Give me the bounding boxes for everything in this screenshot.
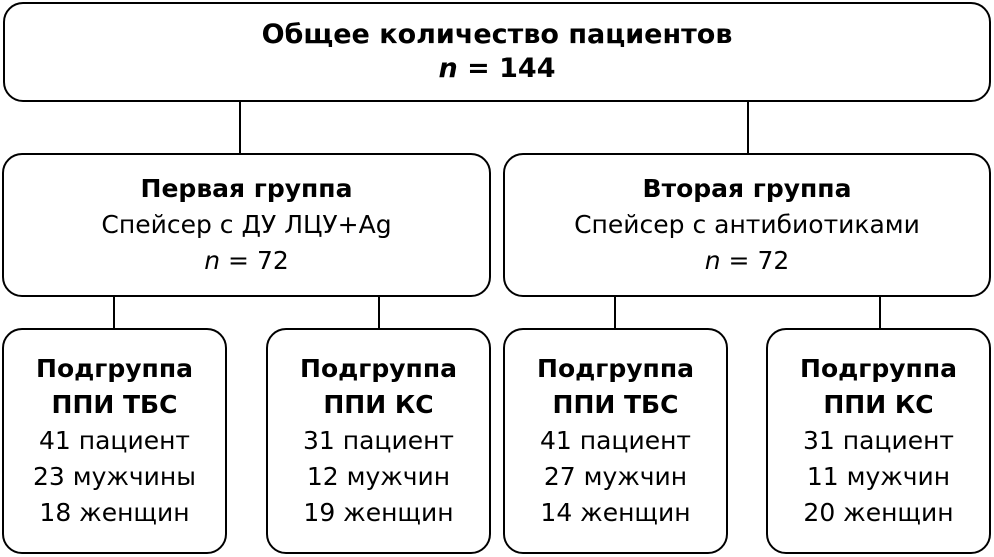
connector [614, 296, 616, 329]
subgroup-box: Подгруппа ППИ КС 31 пациент 12 мужчин 19… [266, 328, 491, 554]
group-2-box: Вторая группа Спейсер с антибиотиками n … [503, 153, 991, 297]
women-count: 18 женщин [39, 498, 190, 527]
group-n: n = 72 [704, 246, 790, 275]
connector [239, 101, 241, 154]
group-n: n = 72 [204, 246, 289, 275]
group-1-box: Первая группа Спейсер с ДУ ЛЦУ+Ag n = 72 [2, 153, 491, 297]
men-count: 23 мужчины [32, 462, 197, 491]
subgroup-title: Подгруппа [800, 354, 957, 383]
subgroup-box: Подгруппа ППИ КС 31 пациент 11 мужчин 20… [766, 328, 991, 554]
total-patients-box: Общее количество пациентов n = 144 [3, 2, 991, 102]
women-count: 14 женщин [540, 498, 691, 527]
subgroup-box: Подгруппа ППИ ТБС 41 пациент 27 мужчин 1… [503, 328, 728, 554]
connector [378, 296, 380, 329]
group-title: Первая группа [140, 174, 353, 203]
women-count: 19 женщин [303, 498, 454, 527]
patients-count: 41 пациент [540, 426, 691, 455]
patients-count: 41 пациент [39, 426, 190, 455]
subgroup-box: Подгруппа ППИ ТБС 41 пациент 23 мужчины … [2, 328, 227, 554]
men-count: 12 мужчин [306, 462, 451, 491]
group-description: Спейсер с ДУ ЛЦУ+Ag [101, 210, 392, 239]
patients-count: 31 пациент [803, 426, 954, 455]
subgroup-name: ППИ КС [823, 390, 934, 419]
men-count: 11 мужчин [806, 462, 951, 491]
total-title: Общее количество пациентов [261, 19, 733, 50]
men-count: 27 мужчин [543, 462, 688, 491]
subgroup-name: ППИ КС [323, 390, 434, 419]
subgroup-title: Подгруппа [537, 354, 694, 383]
subgroup-title: Подгруппа [300, 354, 457, 383]
subgroup-name: ППИ ТБС [552, 390, 679, 419]
connector [747, 101, 749, 154]
women-count: 20 женщин [803, 498, 954, 527]
total-n: n = 144 [438, 53, 556, 84]
subgroup-name: ППИ ТБС [51, 390, 178, 419]
patients-count: 31 пациент [303, 426, 454, 455]
group-description: Спейсер с антибиотиками [574, 210, 920, 239]
connector [113, 296, 115, 329]
group-title: Вторая группа [642, 174, 852, 203]
subgroup-title: Подгруппа [36, 354, 193, 383]
connector [879, 296, 881, 329]
